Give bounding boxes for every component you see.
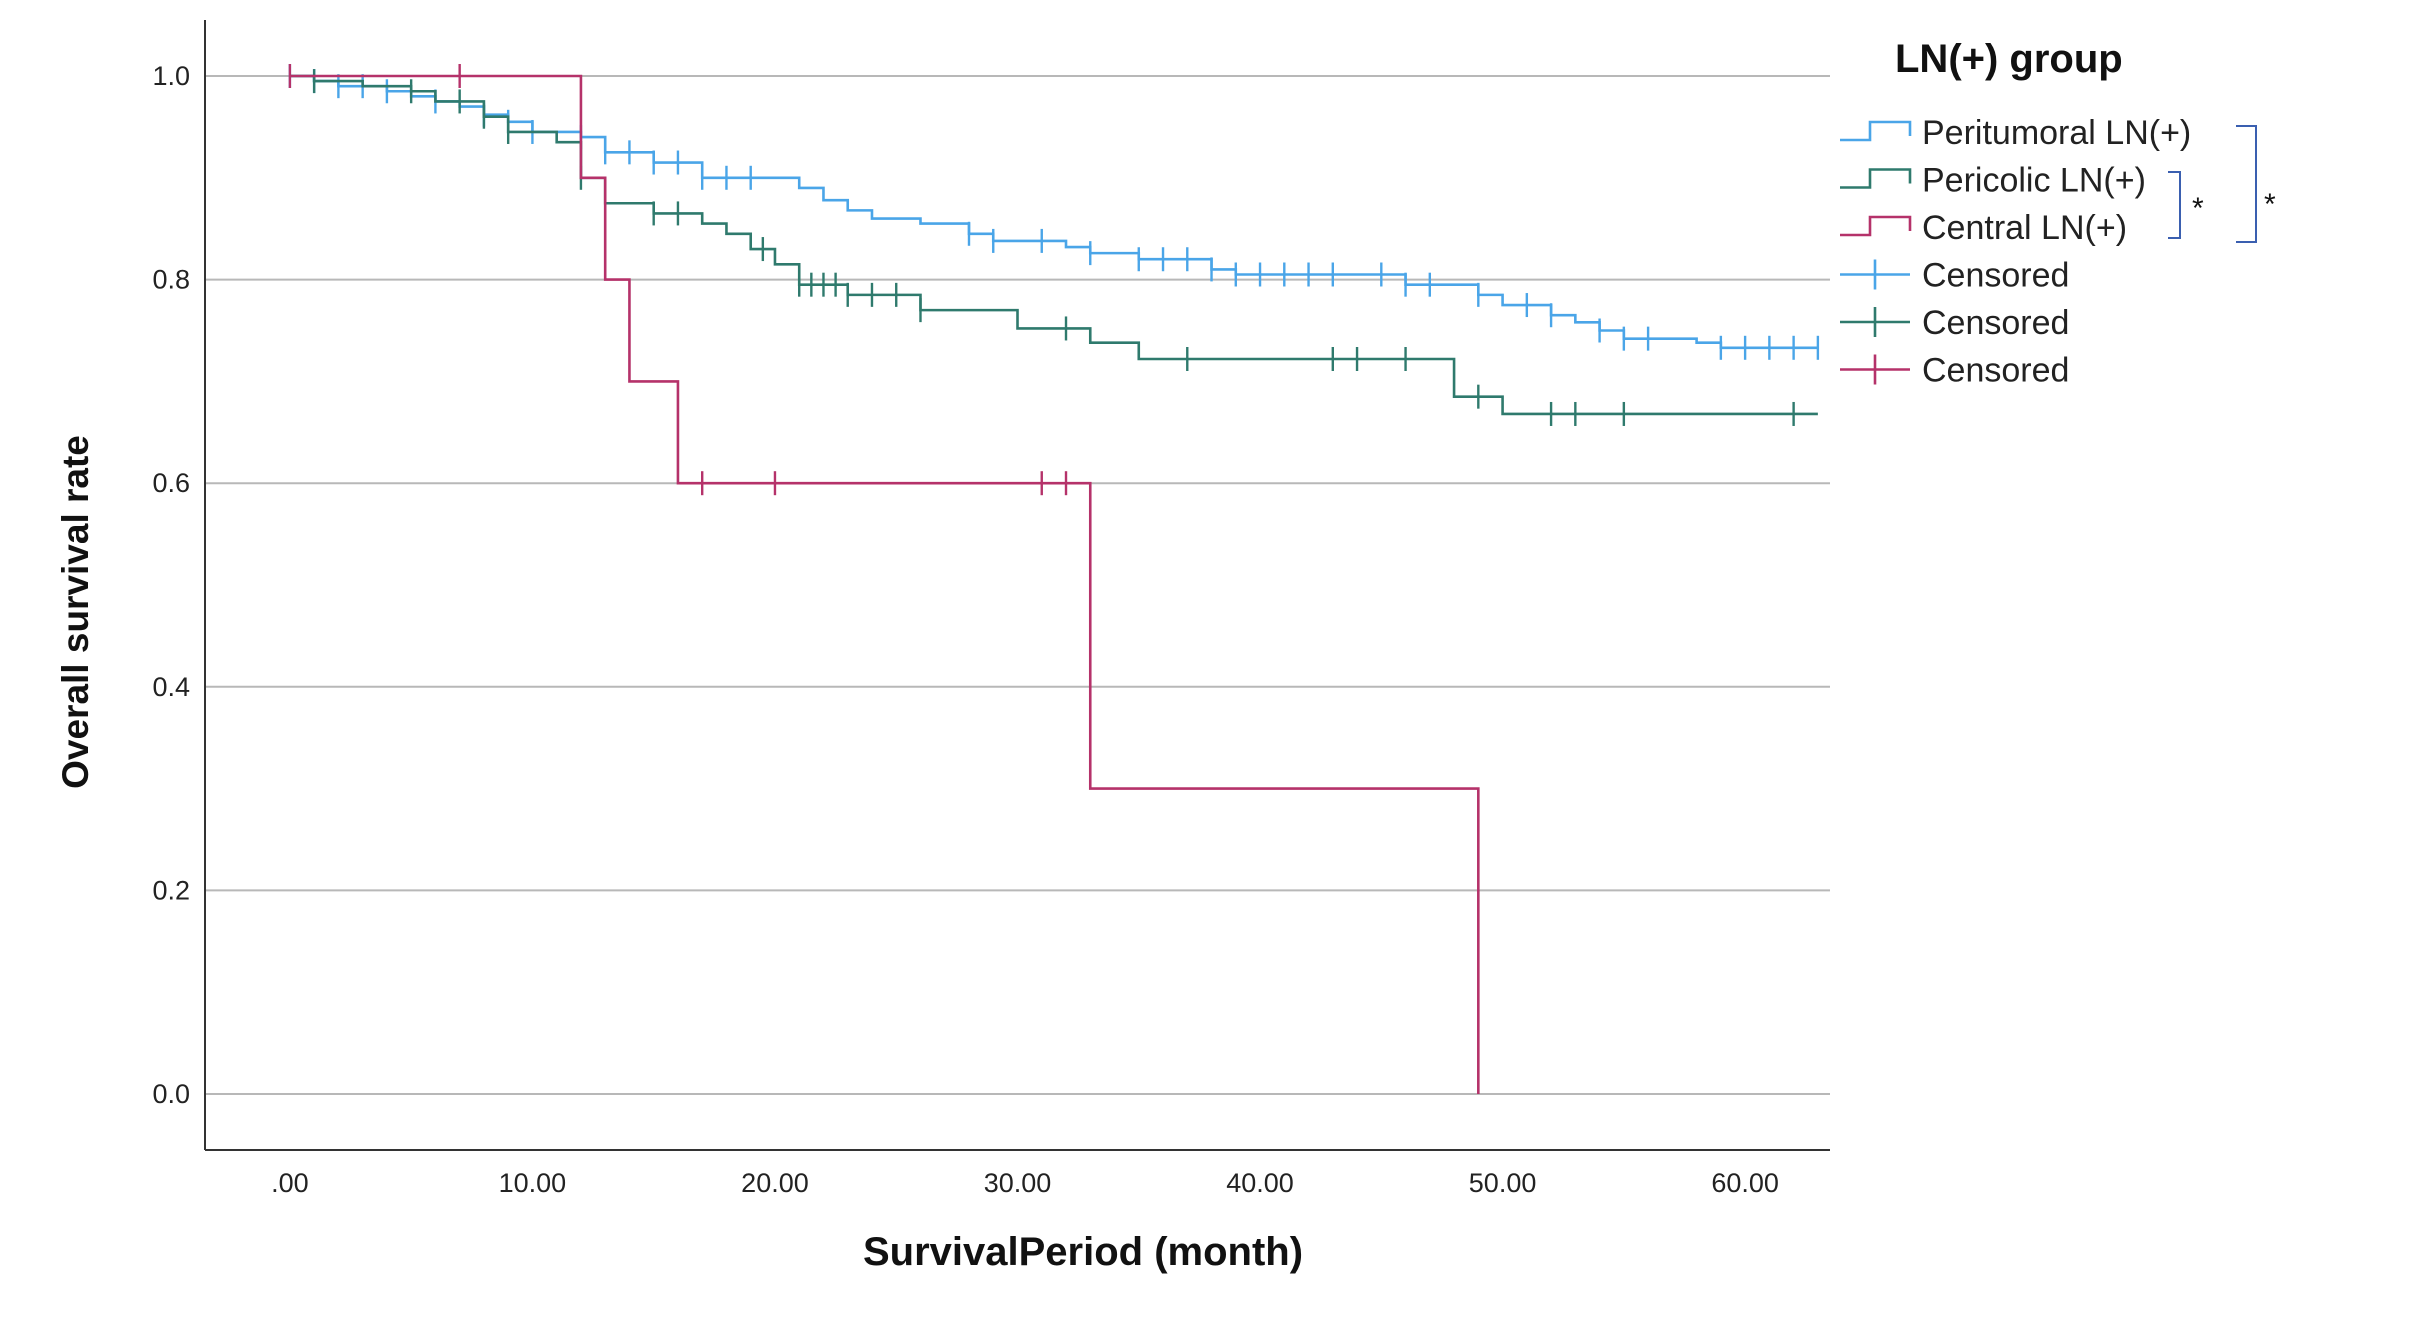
x-tick-label: 20.00 [741,1168,809,1198]
legend-label: Pericolic LN(+) [1922,162,2146,200]
x-tick-label: 30.00 [984,1168,1052,1198]
y-tick-label: 0.0 [152,1079,190,1109]
y-axis-title: Overall survival rate [55,435,96,789]
y-tick-label: 0.8 [152,265,190,295]
legend-label: Censored [1922,304,2069,342]
y-tick-label: 0.4 [152,672,190,702]
legend-entry-4: Censored [1840,304,2069,342]
legend-entry-1: Pericolic LN(+) [1840,162,2146,200]
y-tick-label: 0.6 [152,468,190,498]
legend-entry-0: Peritumoral LN(+) [1840,114,2191,152]
x-tick-label: 60.00 [1711,1168,1779,1198]
legend-entry-5: Censored [1840,352,2069,390]
x-tick-label: 50.00 [1469,1168,1537,1198]
legend: LN(+) group Peritumoral LN(+) Pericolic L… [1840,37,2191,390]
legend-entry-2: Central LN(+) [1840,209,2127,247]
significance-mark: * [2192,192,2204,225]
legend-label: Central LN(+) [1922,209,2127,247]
x-axis-title: SurvivalPeriod (month) [863,1230,1303,1274]
x-tick-label: 10.00 [499,1168,567,1198]
legend-label: Peritumoral LN(+) [1922,114,2191,152]
x-tick-label: 40.00 [1226,1168,1294,1198]
series-group-2 [288,63,1480,1095]
y-tick-label: 0.2 [152,875,190,905]
survival-curve-0 [289,74,1818,350]
x-tick-label: .00 [271,1168,309,1198]
series-group-0 [288,63,1820,360]
significance-brackets: * * [2168,125,2276,243]
y-tick-label: 1.0 [152,61,190,91]
survival-curve-2 [289,74,1480,1095]
legend-title: LN(+) group [1895,37,2123,81]
series-group-1 [289,69,1818,426]
gridlines [205,74,1830,1096]
significance-mark: * [2264,188,2276,221]
survival-curve-1 [289,74,1818,416]
bracket-pericolic-central [2168,171,2181,239]
legend-line-swatch [1840,215,1912,237]
legend-entry-3: Censored [1840,257,2069,295]
tick-labels: 0.0 0.2 0.4 0.6 0.8 1.0 .00 10.00 20.00 30.00 40.0… [152,61,1778,1198]
axes [204,20,1830,1151]
legend-line-swatch [1840,120,1912,142]
bracket-peritumoral-central [2236,125,2257,243]
legend-line-swatch [1840,168,1912,189]
series-plot-area [288,63,1820,1095]
legend-label: Censored [1922,257,2069,295]
legend-label: Censored [1922,352,2069,390]
